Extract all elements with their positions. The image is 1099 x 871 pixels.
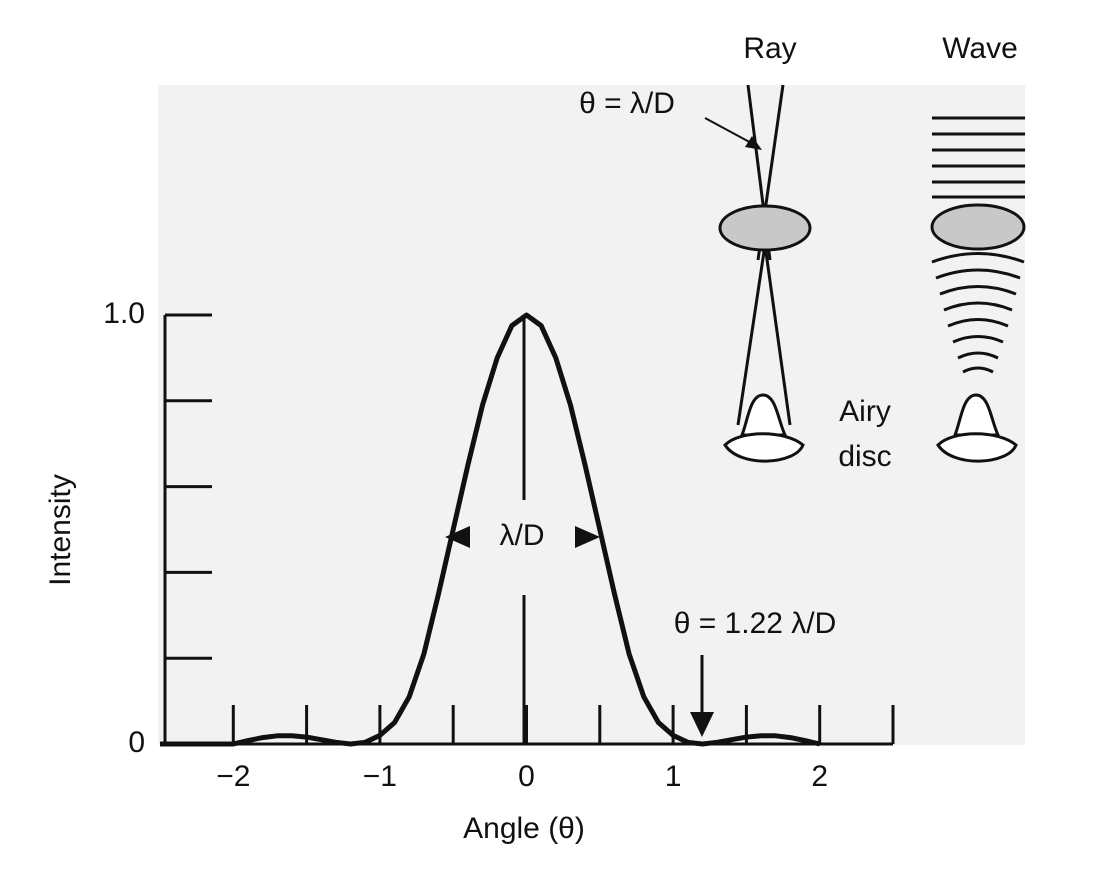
annotation: λ/D [500, 519, 545, 552]
width-annotation: λ/D [445, 519, 600, 552]
intensity-line [160, 312, 821, 747]
x-tick-label: 0 [518, 760, 535, 793]
annotation: θ = λ/D [579, 87, 675, 120]
y-tick-label: 0 [128, 726, 145, 759]
annotation: Wave [942, 32, 1018, 65]
plot-background [158, 85, 1025, 745]
y-axis-label: Intensity [44, 474, 77, 586]
annotation: Airy [839, 395, 891, 428]
annotation: Ray [743, 32, 796, 65]
ray-diagram [704, 84, 812, 463]
wave-diagram [930, 116, 1026, 463]
x-tick-label: 2 [811, 760, 828, 793]
x-tick-label: 1 [665, 760, 682, 793]
annotation: disc [838, 440, 891, 473]
y-tick-label: 1.0 [103, 297, 145, 330]
min-annotation: θ = 1.22 λ/D [674, 607, 837, 737]
x-axis-label: Angle (θ) [463, 812, 585, 845]
x-tick-label: −1 [363, 760, 397, 793]
x-tick-label: −2 [216, 760, 250, 793]
annotation: θ = 1.22 λ/D [674, 607, 837, 640]
